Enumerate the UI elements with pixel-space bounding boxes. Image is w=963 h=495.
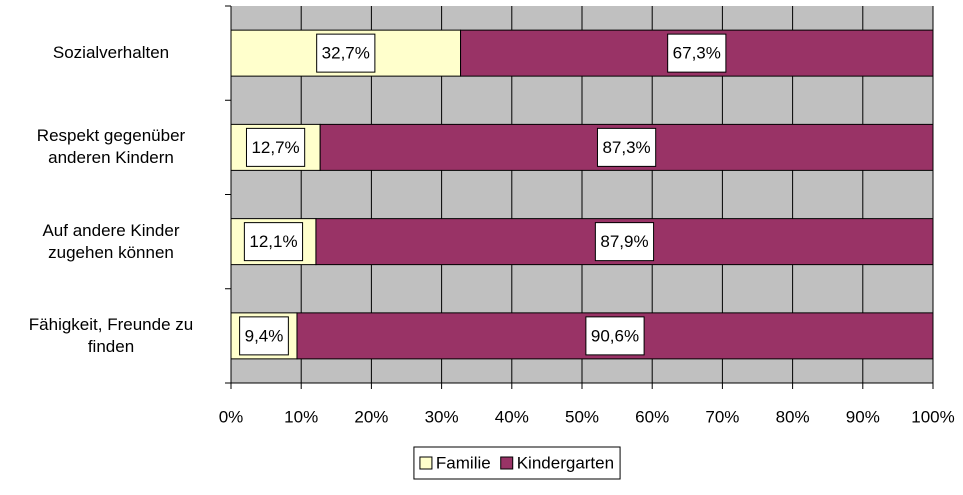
value-label: 12,7%: [245, 127, 306, 167]
value-label-text: 67,3%: [673, 44, 721, 63]
value-label-text: 12,1%: [249, 232, 297, 251]
x-tick-label: 90%: [846, 407, 880, 426]
value-label: 87,9%: [594, 222, 655, 262]
value-label-box: [316, 33, 376, 73]
value-label: 32,7%: [316, 33, 376, 73]
value-label: 67,3%: [667, 33, 727, 73]
x-tick-label: 40%: [495, 407, 529, 426]
value-label: 9,4%: [239, 316, 289, 356]
value-label: 90,6%: [585, 316, 645, 356]
x-tick-label: 70%: [705, 407, 739, 426]
legend-swatch: [419, 456, 433, 470]
value-label: 12,1%: [243, 222, 304, 262]
legend-label: Familie: [436, 453, 491, 472]
value-label-text: 87,3%: [602, 138, 650, 157]
value-label-text: 9,4%: [245, 326, 284, 345]
legend: Familie Kindergarten: [413, 446, 621, 480]
x-tick-label: 0%: [219, 407, 244, 426]
x-tick-label: 20%: [354, 407, 388, 426]
value-label-box: [585, 316, 645, 356]
legend-label: Kindergarten: [517, 453, 614, 472]
x-tick-label: 50%: [565, 407, 599, 426]
value-label: 87,3%: [596, 127, 657, 167]
legend-box: [413, 446, 621, 480]
value-label-box: [243, 222, 304, 262]
value-label-text: 87,9%: [600, 232, 648, 251]
value-label-box: [667, 33, 727, 73]
value-label-box: [239, 316, 289, 356]
value-label-box: [245, 127, 306, 167]
x-tick-label: 80%: [776, 407, 810, 426]
value-label-text: 12,7%: [251, 138, 299, 157]
x-tick-label: 30%: [425, 407, 459, 426]
x-tick-label: 100%: [911, 407, 954, 426]
legend-swatch: [500, 456, 514, 470]
value-label-text: 90,6%: [591, 326, 639, 345]
value-label-text: 32,7%: [322, 44, 370, 63]
y-tick-label: Respekt gegenüber anderen Kindern: [36, 126, 186, 168]
y-tick-label: Auf andere Kinder zugehen können: [42, 220, 180, 262]
value-label-box: [596, 127, 657, 167]
y-tick-label: Sozialverhalten: [52, 43, 170, 63]
value-label-box: [594, 222, 655, 262]
x-tick-label: 60%: [635, 407, 669, 426]
x-tick-label: 10%: [284, 407, 318, 426]
y-tick-label: Fähigkeit, Freunde zu finden: [28, 314, 194, 356]
